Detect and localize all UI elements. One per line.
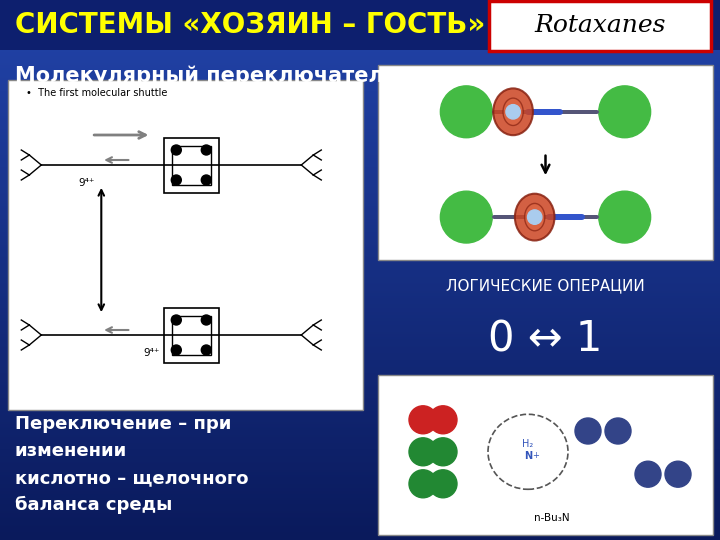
Circle shape (202, 315, 211, 325)
Circle shape (414, 475, 432, 493)
Text: n-Bu₃N: n-Bu₃N (534, 513, 570, 523)
Circle shape (434, 475, 452, 493)
Text: •  The first molecular shuttle: • The first molecular shuttle (26, 88, 167, 98)
FancyBboxPatch shape (489, 1, 711, 51)
Circle shape (171, 145, 181, 155)
Circle shape (414, 411, 432, 429)
Circle shape (599, 86, 651, 138)
Bar (378, 65, 713, 260)
Text: +: + (567, 210, 572, 215)
Circle shape (429, 406, 457, 434)
Text: изменении: изменении (15, 442, 127, 460)
Circle shape (409, 438, 437, 466)
Circle shape (605, 418, 631, 444)
Ellipse shape (525, 204, 545, 231)
Circle shape (409, 470, 437, 498)
Bar (8, 80, 363, 410)
Circle shape (202, 345, 211, 355)
Text: N: N (524, 451, 532, 461)
Text: +: + (555, 210, 560, 215)
Bar (164, 307, 219, 362)
Circle shape (441, 191, 492, 243)
Circle shape (202, 145, 211, 155)
Text: +: + (545, 105, 550, 110)
Circle shape (635, 461, 661, 487)
Text: 9⁴⁺: 9⁴⁺ (78, 178, 94, 188)
Circle shape (640, 466, 656, 482)
Circle shape (171, 175, 181, 185)
Text: баланса среды: баланса среды (15, 496, 172, 514)
Text: +: + (533, 451, 539, 460)
Circle shape (670, 466, 686, 482)
Ellipse shape (493, 89, 533, 135)
Text: Rotaxanes: Rotaxanes (534, 15, 666, 37)
Text: ЛОГИЧЕСКИЕ ОПЕРАЦИИ: ЛОГИЧЕСКИЕ ОПЕРАЦИИ (446, 278, 645, 293)
Circle shape (441, 86, 492, 138)
Text: 0 ↔ 1: 0 ↔ 1 (488, 318, 603, 360)
Bar (378, 375, 713, 535)
Bar (172, 145, 211, 185)
Text: кислотно – щелочного: кислотно – щелочного (15, 469, 248, 487)
Ellipse shape (515, 194, 554, 240)
Bar (172, 315, 211, 354)
Circle shape (202, 175, 211, 185)
Text: СИСТЕМЫ «ХОЗЯИН – ГОСТЬ»: СИСТЕМЫ «ХОЗЯИН – ГОСТЬ» (15, 11, 485, 39)
Circle shape (171, 345, 181, 355)
Circle shape (414, 443, 432, 461)
Circle shape (599, 191, 651, 243)
Circle shape (409, 406, 437, 434)
Circle shape (528, 210, 542, 224)
Circle shape (580, 423, 596, 439)
Bar (164, 138, 219, 192)
Text: +: + (534, 105, 539, 110)
Ellipse shape (503, 98, 523, 125)
Circle shape (429, 470, 457, 498)
Circle shape (575, 418, 601, 444)
Text: Переключение – при: Переключение – при (15, 415, 231, 433)
Circle shape (610, 423, 626, 439)
Text: 9⁴⁺: 9⁴⁺ (143, 348, 160, 358)
Circle shape (434, 443, 452, 461)
Circle shape (434, 411, 452, 429)
Circle shape (429, 438, 457, 466)
Circle shape (506, 105, 521, 119)
Text: Молекулярный переключатель: Молекулярный переключатель (15, 65, 397, 85)
Text: H₂: H₂ (523, 439, 534, 449)
Bar (0, 0, 720, 50)
Circle shape (171, 315, 181, 325)
Circle shape (665, 461, 691, 487)
